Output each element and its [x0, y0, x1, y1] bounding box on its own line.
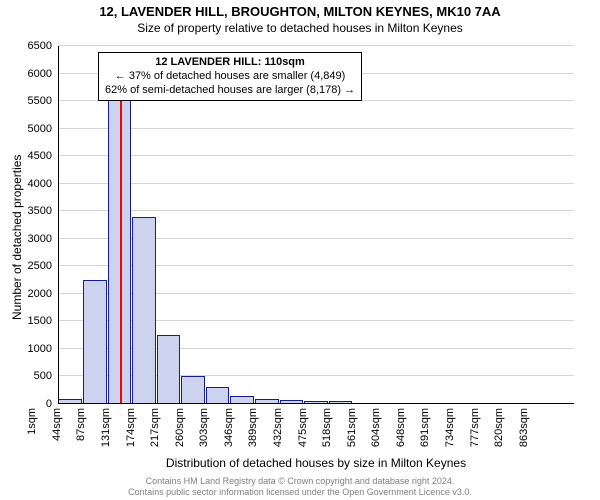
bar: [206, 387, 230, 404]
x-tick: 475sqm: [297, 404, 309, 452]
annotation-line3: 62% of semi-detached houses are larger (…: [105, 84, 355, 98]
x-tick: 217sqm: [149, 404, 161, 452]
highlight-line: [120, 74, 122, 404]
x-tick: 734sqm: [444, 404, 456, 452]
x-tick: 303sqm: [198, 404, 210, 452]
x-axis-label: Distribution of detached houses by size …: [58, 456, 574, 470]
gridline: [58, 155, 574, 156]
x-tick: 174sqm: [125, 404, 137, 452]
x-tick: 1sqm: [26, 404, 38, 452]
y-axis-label: Number of detached properties: [10, 155, 24, 320]
x-tick: 648sqm: [395, 404, 407, 452]
x-tick: 863sqm: [518, 404, 530, 452]
chart-subtitle: Size of property relative to detached ho…: [0, 21, 600, 37]
x-tick: 389sqm: [247, 404, 259, 452]
y-tick: 1500: [28, 315, 58, 327]
y-tick: 6500: [28, 40, 58, 52]
x-tick: 777sqm: [469, 404, 481, 452]
y-tick: 500: [34, 370, 58, 382]
y-tick: 4000: [28, 178, 58, 190]
y-tick: 5000: [28, 123, 58, 135]
x-tick: 518sqm: [321, 404, 333, 452]
x-tick: 432sqm: [272, 404, 284, 452]
annotation-line1: 12 LAVENDER HILL: 110sqm: [105, 56, 355, 70]
bar: [181, 376, 205, 404]
y-tick: 4500: [28, 150, 58, 162]
gridline: [58, 183, 574, 184]
bar: [83, 280, 107, 404]
footer-line1: Contains HM Land Registry data © Crown c…: [0, 476, 600, 487]
gridline: [58, 128, 574, 129]
y-tick: 5500: [28, 95, 58, 107]
annotation-line2: ← 37% of detached houses are smaller (4,…: [105, 70, 355, 84]
y-tick: 6000: [28, 68, 58, 80]
x-tick: 346sqm: [223, 404, 235, 452]
footer: Contains HM Land Registry data © Crown c…: [0, 476, 600, 499]
x-tick: 44sqm: [51, 404, 63, 452]
x-tick: 87sqm: [75, 404, 87, 452]
y-tick: 3000: [28, 233, 58, 245]
x-tick: 260sqm: [174, 404, 186, 452]
plot-area: 0500100015002000250030003500400045005000…: [58, 46, 574, 404]
x-tick: 561sqm: [346, 404, 358, 452]
y-tick: 1000: [28, 343, 58, 355]
bar: [132, 217, 156, 404]
x-tick: 691sqm: [419, 404, 431, 452]
y-tick: 3500: [28, 205, 58, 217]
gridline: [58, 210, 574, 211]
gridline: [58, 45, 574, 46]
annotation-box: 12 LAVENDER HILL: 110sqm ← 37% of detach…: [98, 52, 362, 101]
chart-title: 12, LAVENDER HILL, BROUGHTON, MILTON KEY…: [0, 0, 600, 21]
y-tick: 2000: [28, 288, 58, 300]
footer-line2: Contains public sector information licen…: [0, 487, 600, 498]
x-tick: 131sqm: [100, 404, 112, 452]
x-tick: 820sqm: [493, 404, 505, 452]
x-tick: 604sqm: [370, 404, 382, 452]
y-tick: 2500: [28, 260, 58, 272]
bar: [157, 335, 181, 404]
